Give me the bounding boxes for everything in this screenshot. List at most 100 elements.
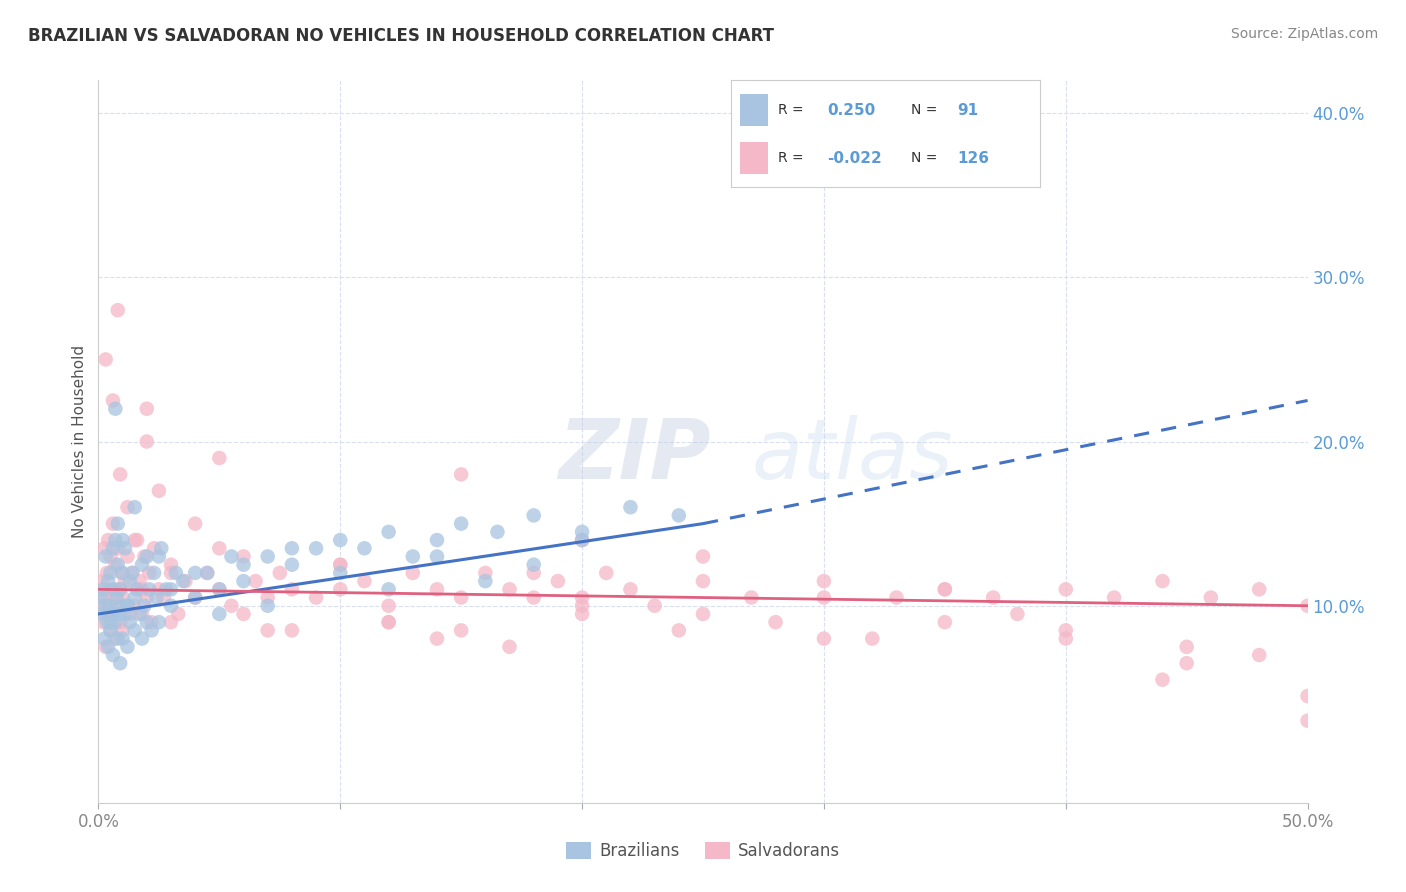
Point	[377, 615, 399, 630]
Point	[107, 632, 129, 646]
Point	[150, 541, 173, 556]
Point	[1102, 591, 1125, 605]
Point	[108, 582, 131, 597]
Point	[128, 607, 150, 621]
Point	[813, 632, 835, 646]
Point	[107, 541, 129, 556]
Point	[138, 566, 160, 580]
Point	[281, 541, 304, 556]
Point	[172, 574, 194, 588]
Point	[692, 574, 714, 588]
Point	[117, 599, 139, 613]
Point	[256, 549, 278, 564]
Point	[184, 516, 207, 531]
Point	[108, 607, 131, 621]
Point	[148, 483, 170, 498]
Point	[101, 516, 124, 531]
Text: ZIP: ZIP	[558, 416, 710, 497]
Point	[117, 549, 139, 564]
Point	[110, 599, 132, 613]
Point	[377, 599, 399, 613]
Point	[117, 640, 139, 654]
Point	[128, 574, 150, 588]
Point	[571, 533, 593, 547]
Point	[118, 574, 141, 588]
Point	[121, 566, 143, 580]
Point	[353, 541, 375, 556]
Point	[131, 582, 153, 597]
Point	[1296, 599, 1319, 613]
Point	[160, 582, 183, 597]
Text: -0.022: -0.022	[827, 151, 882, 166]
Point	[94, 640, 117, 654]
Text: R =: R =	[778, 152, 807, 165]
Point	[160, 615, 183, 630]
Point	[165, 566, 187, 580]
Point	[101, 648, 124, 662]
Point	[934, 615, 956, 630]
Point	[329, 533, 352, 547]
Y-axis label: No Vehicles in Household: No Vehicles in Household	[72, 345, 87, 538]
Text: 91: 91	[957, 103, 979, 118]
Point	[148, 615, 170, 630]
Point	[426, 632, 449, 646]
Point	[329, 566, 352, 580]
Point	[135, 434, 157, 449]
Point	[208, 541, 231, 556]
Point	[426, 549, 449, 564]
Point	[121, 566, 143, 580]
Point	[118, 607, 141, 621]
Point	[1249, 648, 1271, 662]
Point	[110, 566, 132, 580]
Point	[619, 500, 641, 515]
Point	[131, 632, 153, 646]
Point	[402, 566, 425, 580]
Point	[571, 533, 593, 547]
Point	[571, 599, 593, 613]
Point	[124, 591, 146, 605]
Point	[886, 591, 908, 605]
Point	[111, 566, 134, 580]
Point	[160, 599, 183, 613]
Text: 0.250: 0.250	[827, 103, 876, 118]
Point	[90, 591, 112, 605]
FancyBboxPatch shape	[741, 143, 768, 175]
Point	[571, 591, 593, 605]
Point	[107, 558, 129, 572]
Point	[91, 574, 114, 588]
Point	[765, 615, 787, 630]
Point	[101, 607, 124, 621]
Point	[934, 582, 956, 597]
Point	[595, 566, 617, 580]
Point	[232, 607, 254, 621]
Point	[1249, 582, 1271, 597]
Point	[98, 599, 121, 613]
Point	[474, 574, 496, 588]
Point	[93, 632, 115, 646]
Point	[94, 599, 117, 613]
Point	[232, 558, 254, 572]
Point	[644, 599, 666, 613]
Point	[1296, 689, 1319, 703]
Point	[281, 582, 304, 597]
Point	[813, 591, 835, 605]
Point	[813, 574, 835, 588]
Point	[94, 591, 117, 605]
Point	[114, 574, 136, 588]
Point	[377, 615, 399, 630]
Point	[329, 582, 352, 597]
Point	[100, 615, 122, 630]
Point	[145, 591, 167, 605]
Point	[96, 615, 118, 630]
Point	[94, 352, 117, 367]
Point	[104, 632, 127, 646]
Point	[619, 582, 641, 597]
Point	[523, 558, 546, 572]
Point	[111, 533, 134, 547]
Point	[100, 549, 122, 564]
Point	[256, 599, 278, 613]
Point	[208, 582, 231, 597]
Point	[377, 582, 399, 597]
Point	[100, 624, 122, 638]
Point	[107, 516, 129, 531]
